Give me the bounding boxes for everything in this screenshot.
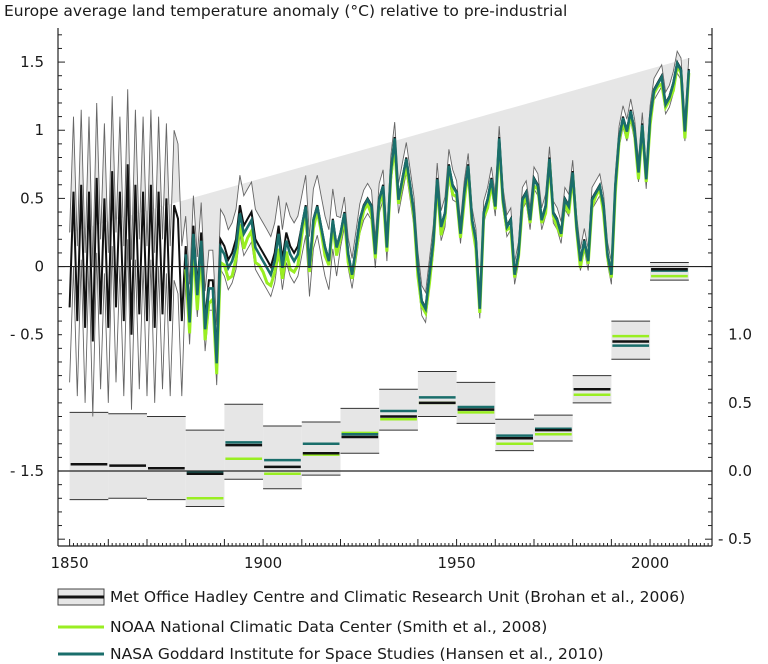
x-tick-label: 1850 bbox=[51, 554, 89, 572]
decadal-band bbox=[108, 413, 148, 499]
decadal-band bbox=[611, 321, 651, 360]
hadcru-band-upper bbox=[69, 49, 690, 326]
decadal-band bbox=[69, 412, 109, 500]
decadal-band bbox=[379, 389, 418, 431]
x-tick-label: 1950 bbox=[437, 554, 475, 572]
decadal-band bbox=[417, 371, 457, 417]
y-right-tick-label: 1.0 bbox=[728, 326, 752, 344]
x-tick-label: 2000 bbox=[631, 554, 669, 572]
hadcru-uncertainty-band bbox=[69, 51, 689, 326]
y-right-tick-label: 0.5 bbox=[728, 394, 752, 412]
decadal-band bbox=[263, 426, 302, 489]
y-left-tick-label: 1 bbox=[34, 121, 44, 139]
decadal-band bbox=[456, 382, 496, 424]
axes: 1850 1900 1950 2000 1.5 1 0.5 0 - 0.5 - 1.5 1.0 0.5… bbox=[10, 28, 752, 572]
decadal-band bbox=[185, 430, 225, 507]
legend: Met Office Hadley Centre and Climatic Re… bbox=[57, 588, 685, 663]
y-left-tick-label: 0.5 bbox=[20, 189, 44, 207]
x-tick-label: 1900 bbox=[244, 554, 282, 572]
y-left-tick-label: - 1.5 bbox=[10, 462, 44, 480]
y-left-tick-label: - 0.5 bbox=[10, 326, 44, 344]
y-left-tick-label: 1.5 bbox=[20, 53, 44, 71]
nasa-annual-line bbox=[184, 59, 691, 364]
annual-panel bbox=[68, 49, 691, 417]
legend-noaa-label: NOAA National Climatic Data Center (Smit… bbox=[110, 618, 547, 636]
chart-title: Europe average land temperature anomaly … bbox=[4, 2, 568, 20]
legend-hadcru-label: Met Office Hadley Centre and Climatic Re… bbox=[110, 588, 685, 606]
decadal-panel bbox=[69, 261, 689, 507]
y-right-tick-label: 0.0 bbox=[728, 462, 752, 480]
decadal-band bbox=[340, 408, 380, 454]
decadal-band bbox=[147, 416, 186, 500]
decadal-band bbox=[301, 421, 341, 476]
y-left-tick-label: 0 bbox=[34, 258, 44, 276]
y-right-tick-label: - 0.5 bbox=[718, 530, 752, 548]
legend-nasa-label: NASA Goddard Institute for Space Studies… bbox=[110, 645, 604, 663]
